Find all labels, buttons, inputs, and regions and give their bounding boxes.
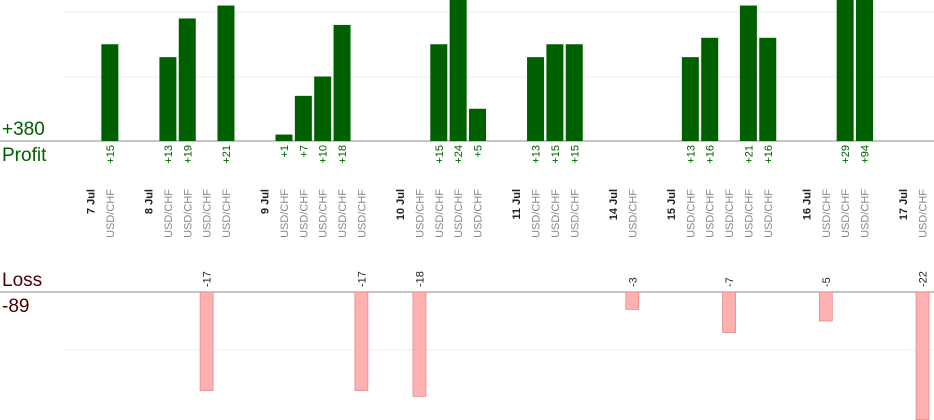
profit-bar <box>314 76 332 141</box>
loss-label: Loss <box>2 270 43 291</box>
date-label: 10 Jul <box>395 189 407 220</box>
date-label: 9 Jul <box>260 189 272 214</box>
profit-bar <box>565 44 583 141</box>
profit-value-label: +15 <box>569 145 581 164</box>
profit-bar <box>178 18 196 142</box>
profit-bar <box>527 57 545 141</box>
pair-label: USD/CHF <box>840 189 852 238</box>
pair-label: USD/CHF <box>918 189 930 238</box>
profit-value-label: +21 <box>221 145 233 164</box>
profit-value-label: +7 <box>298 145 310 158</box>
pair-label: USD/CHF <box>298 189 310 238</box>
date-label: 17 Jul <box>898 189 910 220</box>
date-label: 16 Jul <box>801 189 813 220</box>
profit-bar <box>430 44 448 141</box>
pair-label: USD/CHF <box>569 189 581 238</box>
profit-bar <box>275 134 293 141</box>
profit-bar <box>333 24 351 141</box>
loss-bar <box>915 291 930 420</box>
pair-label: USD/CHF <box>453 189 465 238</box>
loss-value-label: -5 <box>821 277 833 287</box>
profit-value-label: +18 <box>337 145 349 164</box>
profit-value-label: +29 <box>840 145 852 164</box>
profit-value-label: +13 <box>685 145 697 164</box>
profit-value-label: +10 <box>318 145 330 164</box>
pair-label: USD/CHF <box>105 189 117 238</box>
profit-bar <box>701 37 719 141</box>
pair-label: USD/CHF <box>685 189 697 238</box>
pair-label: USD/CHF <box>221 189 233 238</box>
date-label: 14 Jul <box>608 189 620 220</box>
pair-label: USD/CHF <box>279 189 291 238</box>
pair-label: USD/CHF <box>163 189 175 238</box>
date-label: 15 Jul <box>666 189 678 220</box>
pair-label: USD/CHF <box>356 189 368 238</box>
pair-label: USD/CHF <box>627 189 639 238</box>
loss-bar <box>354 291 369 391</box>
profit-bar <box>159 57 177 141</box>
profit-bar <box>449 0 467 141</box>
pair-label: USD/CHF <box>821 189 833 238</box>
profit-total: +380 <box>2 119 45 140</box>
pair-label: USD/CHF <box>724 189 736 238</box>
profit-value-label: +24 <box>453 145 465 164</box>
profit-label: Profit <box>2 145 47 166</box>
pair-label: USD/CHF <box>763 189 775 238</box>
profit-bar <box>294 95 312 141</box>
profit-bar <box>101 44 119 141</box>
loss-bar <box>412 291 427 397</box>
loss-value-label: -17 <box>356 271 368 287</box>
profit-bar <box>739 5 757 141</box>
profit-bar <box>217 5 235 141</box>
profit-bar <box>681 57 699 141</box>
pair-label: USD/CHF <box>182 189 194 238</box>
profit-value-label: +21 <box>743 145 755 164</box>
date-label: 7 Jul <box>86 189 98 214</box>
profit-value-label: +16 <box>705 145 717 164</box>
category-labels: 7 Jul USD/CHF+158 Jul USD/CHF+13USD/CHF+19… <box>86 145 930 287</box>
gridlines <box>0 11 934 351</box>
profit-bar <box>856 0 873 141</box>
pair-label: USD/CHF <box>743 189 755 238</box>
pair-label: USD/CHF <box>531 189 543 238</box>
date-label: 11 Jul <box>511 189 523 220</box>
pair-label: USD/CHF <box>414 189 426 238</box>
loss-value-label: -3 <box>627 277 639 287</box>
loss-value-label: -17 <box>202 271 214 287</box>
profit-bar <box>546 44 564 141</box>
pair-label: USD/CHF <box>550 189 562 238</box>
profit-value-label: +5 <box>473 145 485 158</box>
profit-value-label: +15 <box>550 145 562 164</box>
profit-bar <box>836 0 854 141</box>
loss-total: -89 <box>2 296 30 317</box>
profit-value-label: +15 <box>434 145 446 164</box>
profit-value-label: +16 <box>763 145 775 164</box>
pair-label: USD/CHF <box>318 189 330 238</box>
profit-bar <box>759 37 777 141</box>
profit-value-label: +13 <box>531 145 543 164</box>
bars <box>101 0 930 420</box>
loss-value-label: -22 <box>918 271 930 287</box>
pair-label: USD/CHF <box>337 189 349 238</box>
date-label: 8 Jul <box>144 189 156 214</box>
pair-label: USD/CHF <box>705 189 717 238</box>
loss-value-label: -7 <box>724 277 736 287</box>
pair-label: USD/CHF <box>860 189 872 238</box>
loss-bar <box>625 291 640 310</box>
pair-label: USD/CHF <box>473 189 485 238</box>
profit-value-label: +15 <box>105 145 117 164</box>
pair-label: USD/CHF <box>202 189 214 238</box>
loss-bar <box>818 291 833 322</box>
profit-value-label: +94 <box>860 145 872 164</box>
loss-bar <box>199 291 214 391</box>
profit-value-label: +1 <box>279 145 291 158</box>
profit-value-label: +19 <box>182 145 194 164</box>
profit-bar <box>469 108 486 141</box>
loss-bar <box>722 291 736 333</box>
profit-value-label: +13 <box>163 145 175 164</box>
pair-label: USD/CHF <box>434 189 446 238</box>
loss-value-label: -18 <box>414 271 426 287</box>
